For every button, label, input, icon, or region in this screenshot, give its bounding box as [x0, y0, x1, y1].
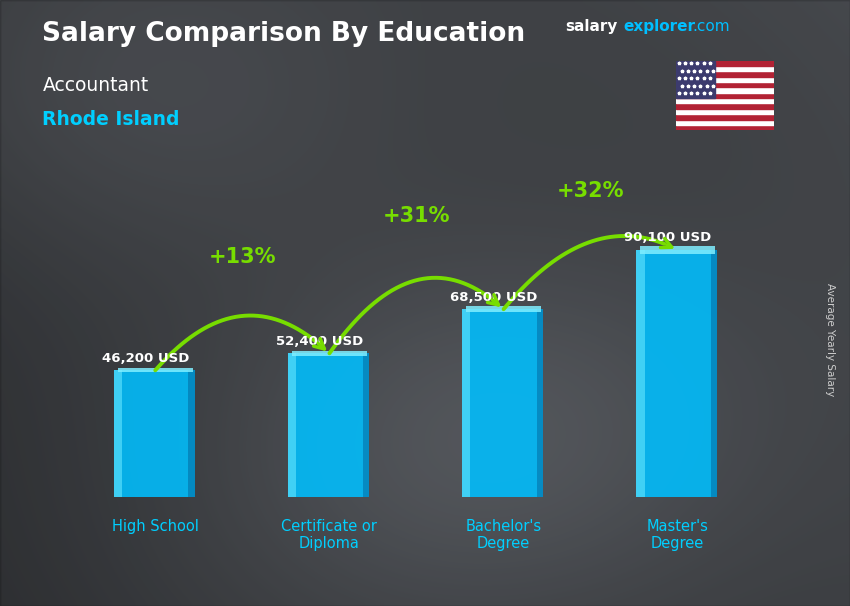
- Bar: [676, 87, 774, 93]
- Bar: [676, 72, 774, 77]
- Bar: [676, 61, 715, 98]
- Bar: [462, 309, 471, 497]
- Bar: [676, 66, 774, 72]
- Bar: [676, 93, 774, 98]
- Text: Salary Comparison By Education: Salary Comparison By Education: [42, 21, 525, 47]
- Text: +32%: +32%: [557, 181, 625, 201]
- Text: 52,400 USD: 52,400 USD: [276, 335, 363, 348]
- Text: Average Yearly Salary: Average Yearly Salary: [824, 283, 835, 396]
- Bar: [118, 368, 193, 373]
- Text: 46,200 USD: 46,200 USD: [102, 351, 189, 365]
- Bar: [122, 370, 189, 497]
- Bar: [288, 353, 297, 497]
- Bar: [676, 109, 774, 114]
- Bar: [292, 351, 367, 356]
- Text: .com: .com: [693, 19, 730, 35]
- Bar: [466, 306, 541, 312]
- Bar: [676, 82, 774, 87]
- Text: Accountant: Accountant: [42, 76, 149, 95]
- Bar: [362, 353, 369, 497]
- Bar: [640, 247, 715, 254]
- Bar: [676, 114, 774, 119]
- Text: Rhode Island: Rhode Island: [42, 110, 180, 129]
- Text: salary: salary: [565, 19, 618, 35]
- Text: 68,500 USD: 68,500 USD: [450, 290, 537, 304]
- Bar: [636, 250, 644, 497]
- Bar: [189, 370, 195, 497]
- Bar: [471, 309, 536, 497]
- Text: Certificate or
Diploma: Certificate or Diploma: [281, 519, 377, 551]
- Bar: [676, 98, 774, 104]
- Text: 90,100 USD: 90,100 USD: [624, 231, 711, 244]
- Text: High School: High School: [112, 519, 199, 534]
- Bar: [676, 61, 774, 66]
- Bar: [114, 370, 122, 497]
- Text: explorer: explorer: [623, 19, 695, 35]
- Text: +13%: +13%: [208, 247, 276, 267]
- Text: Master's
Degree: Master's Degree: [647, 519, 709, 551]
- Bar: [676, 77, 774, 82]
- Bar: [676, 125, 774, 130]
- Bar: [711, 250, 717, 497]
- Text: +31%: +31%: [382, 206, 450, 226]
- Text: Bachelor's
Degree: Bachelor's Degree: [466, 519, 541, 551]
- Bar: [676, 119, 774, 125]
- Bar: [536, 309, 543, 497]
- Bar: [297, 353, 362, 497]
- Bar: [644, 250, 711, 497]
- Bar: [676, 104, 774, 109]
